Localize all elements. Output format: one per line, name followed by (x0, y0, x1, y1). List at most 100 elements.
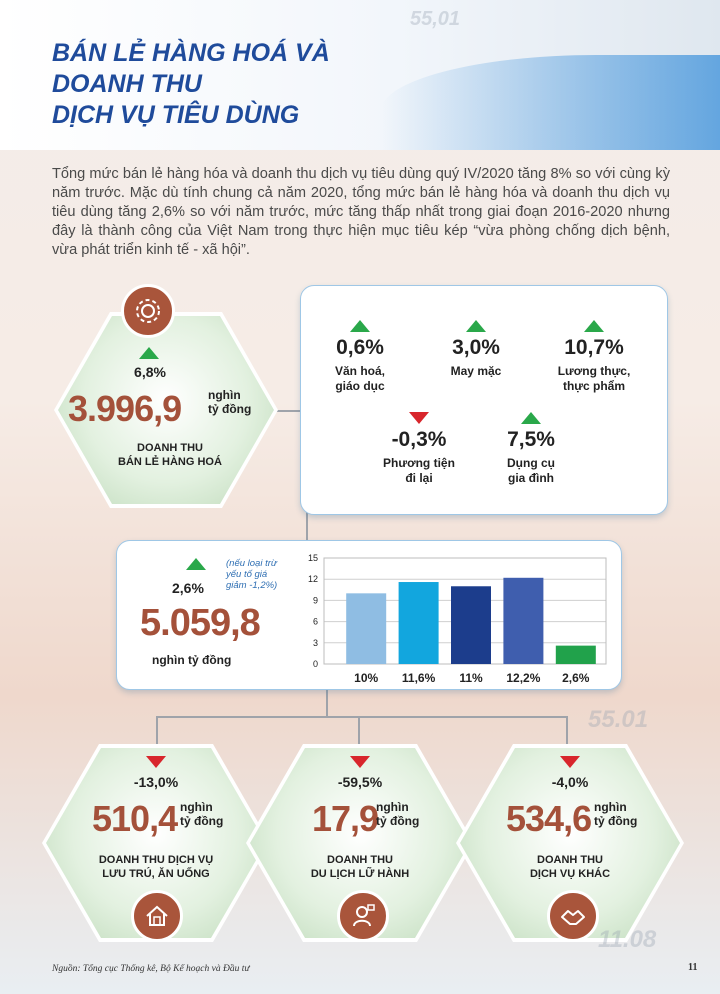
retail-hexagon-fill (58, 316, 274, 504)
chart-x-label: 10% (354, 671, 378, 685)
retail-change: 6,8% (134, 364, 166, 380)
service-2-unit-line-2: tỷ đồng (376, 814, 420, 828)
retail-unit: nghìn tỷ đồng (208, 388, 251, 416)
up-arrow-icon (584, 320, 604, 332)
connector-drop-2 (358, 716, 360, 746)
page-number: 11 (688, 962, 698, 973)
decor-number-middle: 55.01 (588, 706, 649, 733)
total-note-line-2: yếu tố giá (226, 569, 268, 580)
service-1-label-line-1: DOANH THU DỊCH VỤ (98, 854, 214, 866)
chart-bar (503, 577, 544, 664)
chart-x-label: 11% (459, 671, 483, 685)
chart-x-label: 12,2% (506, 671, 540, 685)
service-2-change: -59,5% (337, 774, 383, 790)
chart-y-tick-label: 9 (313, 595, 318, 605)
chart-y-tick-label: 6 (313, 617, 318, 627)
up-arrow-icon (521, 412, 541, 424)
intro-paragraph: Tổng mức bán lẻ hàng hóa và doanh thu dị… (52, 166, 670, 258)
category-culture: 0,6% Văn hoá, giáo dục (305, 320, 415, 394)
chart-bar (555, 645, 596, 664)
total-unit: nghìn tỷ đồng (152, 653, 232, 667)
connector-horizontal-bottom (156, 716, 568, 718)
service-1-label: DOANH THU DỊCH VỤ LƯU TRÚ, ĂN UỐNG (66, 853, 246, 881)
up-arrow-icon (350, 320, 370, 332)
chart-x-label: 11,6% (402, 671, 436, 685)
category-name-line-2: gia đình (508, 471, 554, 485)
retail-label-line-2: BÁN LẺ HÀNG HOÁ (118, 456, 222, 468)
category-name-line-1: May mặc (450, 364, 502, 378)
title-line-1: BÁN LẺ HÀNG HOÁ VÀ (52, 39, 330, 67)
category-name-line-2: giáo dục (335, 379, 385, 393)
chart-y-tick-label: 15 (308, 553, 318, 563)
chart-x-label: 2,6% (562, 671, 590, 685)
chart-bar (346, 593, 387, 664)
retail-unit-line-1: nghìn (208, 388, 241, 402)
total-note-line-1: (nếu loại trừ (226, 558, 277, 569)
service-3-value: 534,6 (506, 798, 592, 839)
service-3-unit-line-1: nghìn (594, 800, 627, 814)
connector-drop-3 (566, 716, 568, 746)
total-up-arrow-icon (186, 558, 206, 570)
title-line-3: DỊCH VỤ TIÊU DÙNG (52, 101, 300, 129)
category-pct: 7,5% (507, 428, 555, 451)
service-3-label: DOANH THU DỊCH VỤ KHÁC (480, 853, 660, 881)
decor-number-bottom: 11.08 (598, 926, 657, 953)
total-value: 5.059,8 (140, 602, 261, 644)
category-pct: -0,3% (391, 428, 447, 451)
service-1-change: -13,0% (133, 774, 179, 790)
title-line-2: DOANH THU (52, 70, 202, 98)
category-food: 10,7% Lương thực, thực phẩm (539, 320, 649, 394)
house-icon (131, 890, 183, 942)
service-2-label-line-2: DU LỊCH LỮ HÀNH (310, 868, 410, 880)
chart-y-tick-label: 0 (313, 659, 318, 669)
category-name-line-1: Lương thực, (557, 364, 631, 378)
service-2-label-line-1: DOANH THU (327, 854, 393, 866)
category-apparel: 3,0% May mặc (421, 320, 531, 379)
chart-bar (398, 582, 439, 664)
service-3-label-line-2: DỊCH VỤ KHÁC (529, 868, 611, 880)
service-2-unit: nghìn tỷ đồng (376, 800, 419, 828)
service-1-unit-line-2: tỷ đồng (180, 814, 224, 828)
chart-bar (451, 586, 491, 664)
service-1-unit: nghìn tỷ đồng (180, 800, 223, 828)
bar-chart: 15 12 9 6 3 0 10% 11,6% 11% 12,2% 2,6% (308, 553, 607, 685)
service-3-label-line-1: DOANH THU (537, 854, 603, 866)
category-pct: 0,6% (336, 336, 384, 359)
service-1-unit-line-1: nghìn (180, 800, 213, 814)
category-name-line-2: đi lại (405, 471, 433, 485)
retail-label: DOANH THU BÁN LẺ HÀNG HOÁ (80, 441, 260, 469)
source-note: Nguồn: Tổng cục Thống kê, Bộ Kế hoạch và… (52, 964, 250, 974)
down-arrow-icon (409, 412, 429, 424)
category-transport: -0,3% Phương tiện đi lại (364, 412, 474, 486)
service-1-label-line-2: LƯU TRÚ, ĂN UỐNG (102, 868, 210, 880)
service-3-unit-line-2: tỷ đồng (594, 814, 638, 828)
chart-y-tick-label: 3 (313, 638, 318, 648)
category-name-line-1: Dụng cụ (507, 456, 555, 470)
decor-number-top: 55,01 (410, 8, 461, 30)
retail-label-line-1: DOANH THU (137, 442, 203, 454)
tour-guide-icon (337, 890, 389, 942)
service-1-down-arrow-icon (146, 756, 166, 768)
service-3-change: -4,0% (551, 774, 589, 790)
chart-y-ticks: 15 12 9 6 3 0 (308, 553, 318, 669)
total-note-line-3: giảm -1,2%) (226, 580, 278, 591)
service-2-value: 17,9 (312, 798, 379, 839)
service-3-down-arrow-icon (560, 756, 580, 768)
total-note: (nếu loại trừ yếu tố giá giảm -1,2%) (226, 558, 277, 591)
service-2-down-arrow-icon (350, 756, 370, 768)
service-3-unit: nghìn tỷ đồng (594, 800, 637, 828)
retail-value: 3.996,9 (68, 388, 182, 429)
category-pct: 10,7% (564, 336, 624, 359)
handshake-icon (547, 890, 599, 942)
page-title: BÁN LẺ HÀNG HOÁ VÀ DOANH THU DỊCH VỤ TIÊ… (52, 38, 452, 131)
category-pct: 3,0% (452, 336, 500, 359)
service-2-unit-line-1: nghìn (376, 800, 409, 814)
retail-unit-line-2: tỷ đồng (208, 402, 252, 416)
chart-y-tick-label: 12 (308, 574, 318, 584)
chart-x-labels: 10% 11,6% 11% 12,2% 2,6% (354, 671, 590, 685)
gear-circle-icon (121, 284, 175, 338)
category-name-line-1: Phương tiện (383, 456, 455, 470)
retail-up-arrow-icon (139, 347, 159, 359)
up-arrow-icon (466, 320, 486, 332)
connector-vertical-bottom (326, 688, 328, 716)
